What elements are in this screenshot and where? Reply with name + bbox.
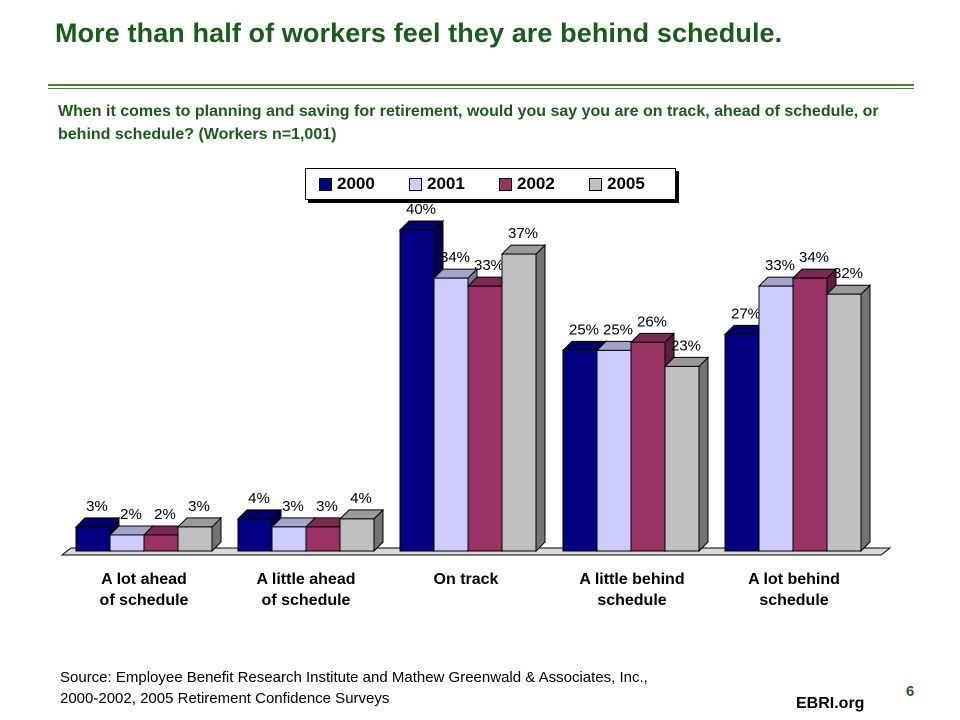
slide-title: More than half of workers feel they are … (55, 18, 783, 48)
bar-a-lot-behind-schedule-2005 (826, 293, 862, 552)
bar-a-little-behind-schedule-2000 (562, 349, 598, 552)
source-line-2: 2000-2002, 2005 Retirement Confidence Su… (60, 690, 390, 707)
bar-a-lot-ahead-of-schedule-2000 (75, 526, 111, 552)
legend-label-2002: 2002 (517, 174, 555, 193)
data-label-a-little-ahead-of-schedule-2005: 4% (350, 490, 372, 507)
legend-label-2000: 2000 (337, 174, 375, 193)
data-label-a-little-behind-schedule-2005: 23% (671, 337, 701, 354)
bar-a-lot-behind-schedule-2000 (724, 333, 760, 552)
page-number: 6 (906, 683, 915, 700)
data-label-a-lot-ahead-of-schedule-2005: 3% (188, 498, 210, 515)
data-label-a-lot-ahead-of-schedule-2001: 2% (120, 506, 142, 523)
data-label-on-track-2000: 40% (406, 201, 436, 218)
bar-a-little-ahead-of-schedule-2001 (271, 526, 307, 552)
bar-on-track-2005 (501, 253, 537, 552)
data-label-a-lot-behind-schedule-2002: 34% (799, 249, 829, 266)
legend-swatch-2000 (319, 178, 332, 191)
data-label-a-little-behind-schedule-2001: 25% (603, 321, 633, 338)
bar-a-little-behind-schedule-2005-side (698, 356, 709, 553)
bar-a-little-behind-schedule-2005 (664, 365, 700, 552)
legend-swatch-2001 (409, 178, 422, 191)
data-label-on-track-2005: 37% (508, 225, 538, 242)
data-label-on-track-2002: 33% (474, 257, 504, 274)
data-label-a-little-ahead-of-schedule-2001: 3% (282, 498, 304, 515)
bar-a-little-ahead-of-schedule-2000 (237, 518, 273, 552)
title-divider (48, 84, 914, 86)
data-label-a-little-ahead-of-schedule-2002: 3% (316, 498, 338, 515)
category-label-on-track: On track (433, 571, 499, 588)
survey-question: When it comes to planning and saving for… (58, 103, 879, 143)
bar-on-track-2001 (433, 277, 469, 552)
bar-a-lot-behind-schedule-2002 (792, 277, 828, 552)
bar-a-little-ahead-of-schedule-2005 (339, 518, 375, 552)
legend-label-2005: 2005 (607, 174, 645, 193)
category-label-a-little-behind: A little behind schedule (579, 571, 685, 609)
data-label-on-track-2001: 34% (440, 249, 470, 266)
bar-a-lot-ahead-of-schedule-2001 (109, 534, 145, 552)
data-label-a-lot-behind-schedule-2000: 27% (731, 305, 761, 322)
legend-label-2001: 2001 (427, 174, 465, 193)
data-label-a-little-behind-schedule-2002: 26% (637, 313, 667, 330)
bar-on-track-2005-side (535, 243, 546, 553)
bar-a-little-behind-schedule-2001 (596, 349, 632, 552)
category-label-a-lot-ahead: A lot ahead of schedule (99, 571, 189, 609)
bar-a-little-behind-schedule-2002 (630, 341, 666, 552)
bar-on-track-2000 (399, 229, 435, 552)
ebri-logo-text: EBRI.org (796, 695, 865, 712)
category-label-a-little-ahead: A little ahead of schedule (256, 571, 356, 609)
source-line-1: Source: Employee Benefit Research Instit… (60, 669, 648, 686)
category-label-a-lot-behind: A lot behind schedule (748, 571, 840, 609)
source-citation: Source: Employee Benefit Research Instit… (60, 667, 648, 709)
data-label-a-lot-behind-schedule-2001: 33% (765, 257, 795, 274)
legend-swatch-2005 (589, 178, 602, 191)
data-label-a-lot-behind-schedule-2005: 32% (833, 265, 863, 282)
chart-legend: 2000 2001 2002 2005 (305, 168, 676, 200)
bar-a-lot-behind-schedule-2005-side (860, 283, 871, 553)
data-label-a-lot-ahead-of-schedule-2002: 2% (154, 506, 176, 523)
legend-swatch-2002 (499, 178, 512, 191)
bar-a-little-ahead-of-schedule-2002 (305, 526, 341, 552)
bar-a-lot-ahead-of-schedule-2005 (177, 526, 213, 552)
bar-a-lot-behind-schedule-2001 (758, 285, 794, 552)
bar-a-lot-ahead-of-schedule-2002 (143, 534, 179, 552)
bar-on-track-2002 (467, 285, 503, 552)
data-label-a-little-ahead-of-schedule-2000: 4% (248, 490, 270, 507)
title-divider-thin (48, 88, 914, 89)
data-label-a-little-behind-schedule-2000: 25% (569, 321, 599, 338)
data-label-a-lot-ahead-of-schedule-2000: 3% (86, 498, 108, 515)
